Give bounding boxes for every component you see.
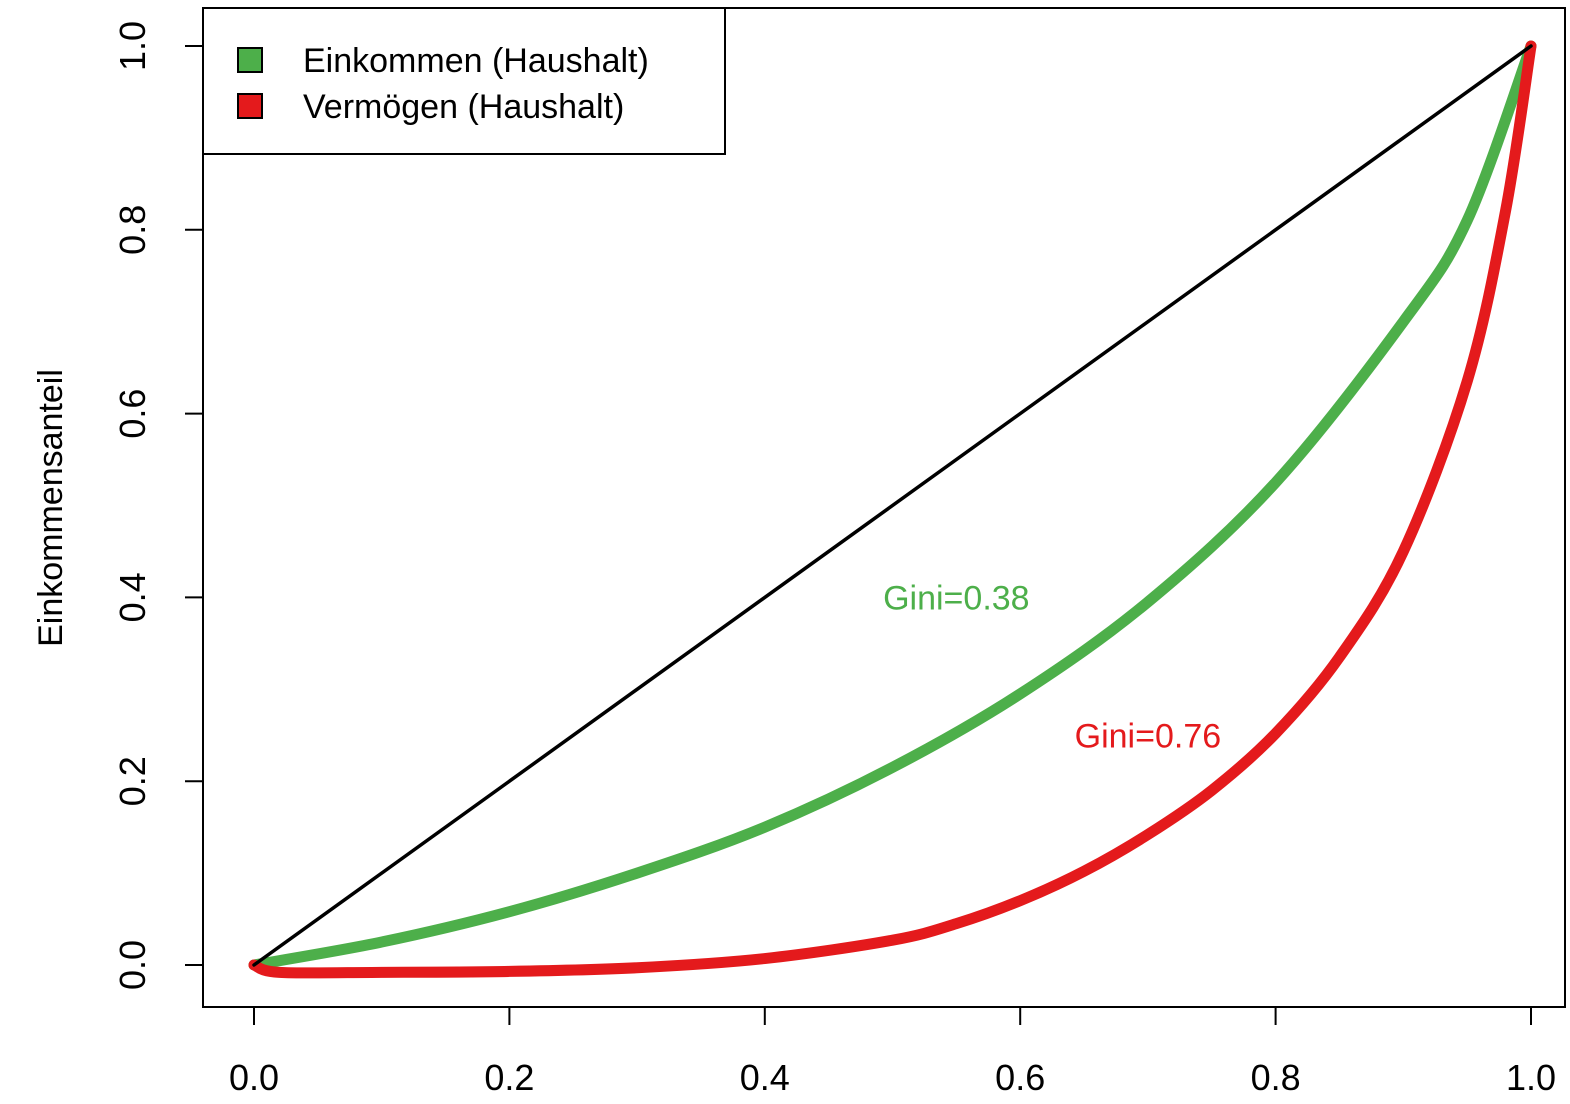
x-tick-label: 1.0 [1506, 1057, 1556, 1098]
y-tick-label: 1.0 [112, 21, 153, 71]
series-layer [254, 46, 1531, 973]
legend-box [203, 8, 725, 154]
y-axis-title: Einkommensanteil [32, 369, 70, 647]
plot-frame [203, 8, 1565, 1007]
legend-swatch [238, 94, 262, 118]
legend-swatch [238, 48, 262, 72]
y-tick-label: 0.0 [112, 940, 153, 990]
series-line-equality-diagonal [254, 46, 1531, 965]
gini-annotation: Gini=0.76 [1075, 717, 1222, 755]
legend-label: Vermögen (Haushalt) [303, 88, 624, 126]
legend-label: Einkommen (Haushalt) [303, 42, 649, 80]
y-tick-label: 0.4 [112, 572, 153, 622]
y-tick-label: 0.6 [112, 389, 153, 439]
x-tick-label: 0.0 [229, 1057, 279, 1098]
y-tick-label: 0.8 [112, 205, 153, 255]
x-axis: 0.0 0.2 0.4 0.6 0.8 1.0 [229, 1007, 1556, 1098]
x-tick-label: 0.6 [995, 1057, 1045, 1098]
y-axis: 0.0 0.2 0.4 0.6 0.8 1.0 [112, 21, 203, 990]
legend: Einkommen (Haushalt) Vermögen (Haushalt) [203, 8, 725, 154]
x-tick-label: 0.2 [484, 1057, 534, 1098]
y-tick-label: 0.2 [112, 756, 153, 806]
gini-annotation: Gini=0.38 [883, 579, 1030, 617]
x-tick-label: 0.4 [740, 1057, 790, 1098]
x-tick-label: 0.8 [1251, 1057, 1301, 1098]
